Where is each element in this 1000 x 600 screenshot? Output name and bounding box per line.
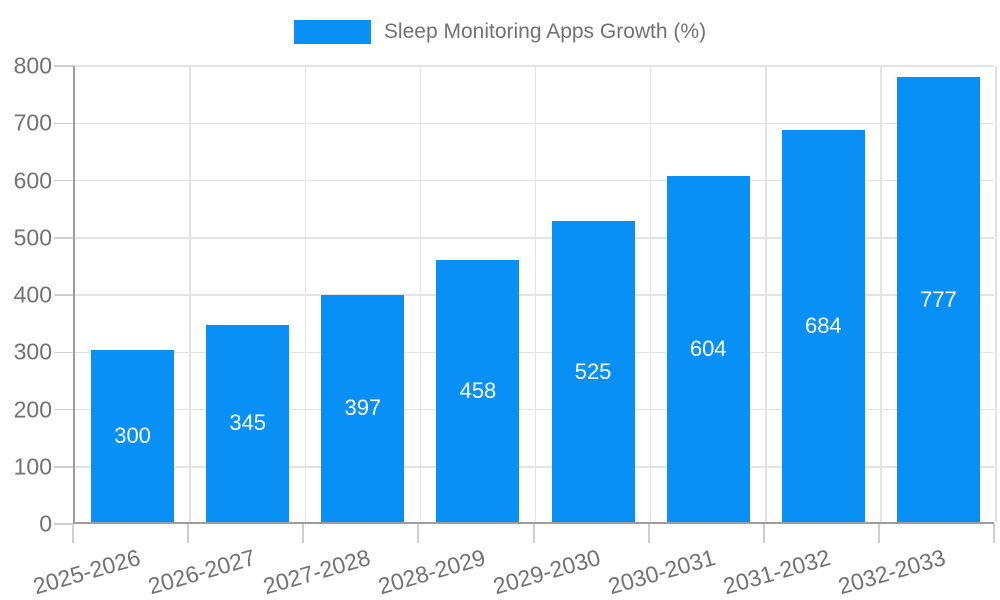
bar-2025-2026[interactable]: 300 — [91, 350, 175, 522]
bar-value-label: 300 — [114, 423, 151, 449]
x-axis-tick — [417, 524, 420, 543]
y-axis-label: 200 — [13, 396, 52, 422]
y-gridline — [75, 237, 994, 239]
y-gridline — [75, 179, 994, 182]
x-axis-label: 2025-2026 — [29, 544, 143, 600]
bar-value-label: 777 — [920, 286, 957, 312]
bar-2031-2032[interactable]: 684 — [781, 130, 865, 522]
x-gridline — [189, 66, 191, 522]
y-axis-tick — [54, 294, 73, 296]
bar-2032-2033[interactable]: 777 — [896, 77, 980, 522]
y-axis-tick — [54, 179, 73, 182]
y-axis-tick — [54, 65, 73, 67]
y-gridline — [75, 122, 994, 124]
bar-2029-2030[interactable]: 525 — [551, 221, 635, 522]
y-axis-label: 100 — [13, 453, 52, 480]
x-axis-label: 2026-2027 — [144, 544, 258, 600]
x-gridline — [880, 66, 882, 522]
x-axis-tick — [532, 524, 535, 543]
y-axis-label: 0 — [39, 510, 52, 537]
y-axis-label: 800 — [13, 52, 52, 79]
y-gridline — [75, 65, 994, 67]
x-axis-label: 2027-2028 — [260, 544, 373, 600]
y-axis-tick — [54, 466, 73, 468]
y-axis-tick — [54, 122, 73, 124]
x-gridline — [304, 66, 306, 522]
x-axis-label: 2032-2033 — [835, 544, 949, 600]
y-axis-label: 400 — [13, 281, 52, 308]
y-axis-label: 600 — [13, 167, 52, 193]
x-axis-tick — [762, 524, 765, 543]
y-axis-tick — [54, 237, 73, 239]
bar-value-label: 604 — [689, 336, 727, 362]
y-gridline — [75, 294, 994, 296]
y-gridline — [75, 408, 994, 411]
y-gridline — [75, 466, 994, 468]
x-axis-tick — [647, 524, 650, 543]
bar-2026-2027[interactable]: 345 — [206, 324, 290, 522]
y-axis-tick — [54, 351, 73, 353]
y-axis-label: 300 — [13, 338, 52, 365]
x-axis-label: 2029-2030 — [490, 544, 604, 600]
bar-value-label: 345 — [229, 410, 267, 436]
x-axis-tick — [72, 524, 74, 543]
x-axis-label: 2028-2029 — [375, 544, 489, 600]
bar-value-label: 525 — [574, 358, 612, 384]
y-axis-tick — [54, 523, 73, 525]
x-axis-tick — [877, 524, 880, 543]
x-gridline — [995, 66, 997, 522]
x-axis-tick — [187, 524, 190, 543]
x-axis-tick — [993, 524, 995, 543]
chart-legend[interactable]: Sleep Monitoring Apps Growth (%) — [0, 20, 1000, 44]
x-axis-label: 2031-2032 — [720, 544, 834, 600]
bar-2028-2029[interactable]: 458 — [436, 259, 520, 522]
y-axis-label: 700 — [13, 109, 52, 136]
legend-swatch — [293, 20, 371, 44]
bar-value-label: 458 — [459, 377, 497, 403]
bar-2030-2031[interactable]: 604 — [666, 176, 750, 522]
x-gridline — [765, 66, 767, 522]
x-gridline — [649, 66, 652, 522]
x-gridline — [534, 66, 537, 522]
bar-value-label: 397 — [344, 395, 382, 421]
y-axis-tick — [54, 408, 73, 411]
bar-value-label: 684 — [804, 313, 842, 339]
x-axis-label: 2030-2031 — [605, 544, 719, 600]
x-axis-tick — [302, 524, 305, 543]
legend-label: Sleep Monitoring Apps Growth (%) — [383, 20, 707, 43]
x-gridline — [419, 66, 422, 522]
y-gridline — [75, 351, 994, 353]
y-axis-label: 500 — [13, 224, 52, 251]
bar-2027-2028[interactable]: 397 — [321, 294, 405, 522]
plot-area: 300 345 397 458 525 604 684 777 — [73, 65, 997, 524]
